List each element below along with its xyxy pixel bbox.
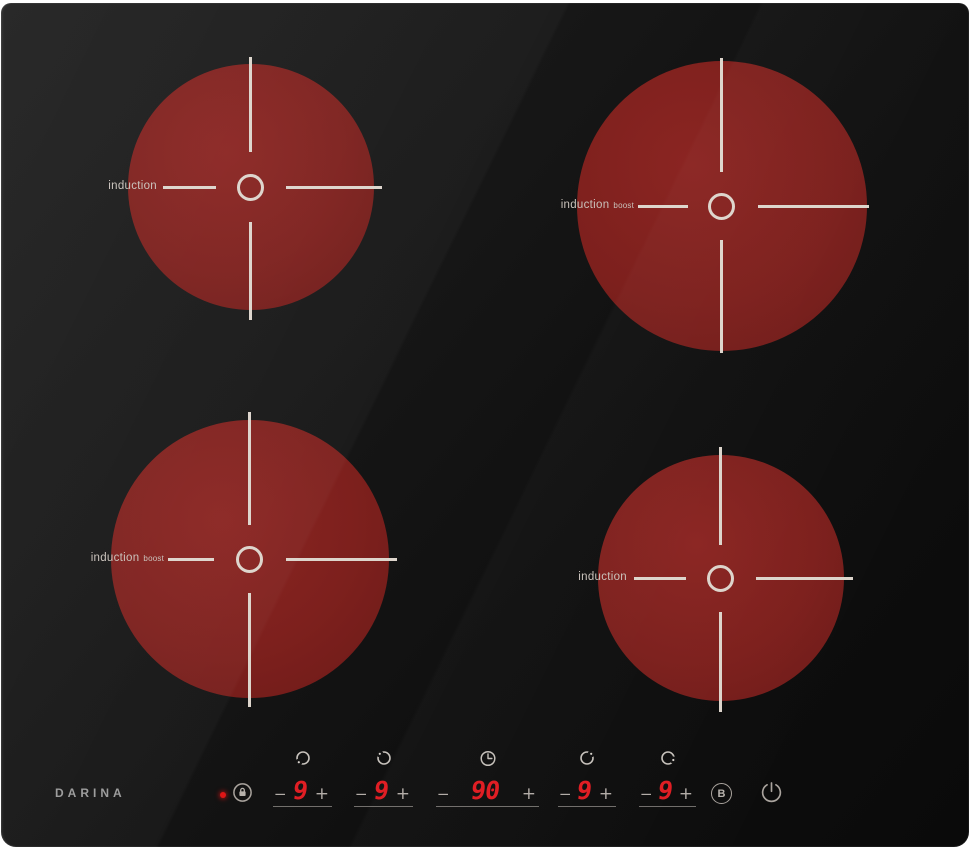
crosshair-line [756,577,853,580]
plus-button[interactable]: + [598,783,613,804]
stepper-rear-left: – 9 + [354,749,413,807]
minus-button[interactable]: – [437,783,450,804]
power-level-display: 9 [371,776,390,805]
stepper-front-right: – 9 + [639,749,696,807]
zone-sublabel-text: boost [143,554,164,563]
crosshair-line [758,205,869,208]
stepper-timer: – 90 + [436,749,539,807]
burner-rear-left-label: induction [21,180,161,192]
zone-rear-left-icon [375,749,393,767]
zone-rear-right-icon [578,749,596,767]
zone-label-text: induction [90,552,140,564]
minus-button[interactable]: – [355,783,368,804]
minus-button[interactable]: – [559,783,572,804]
burner-rear-right-label: induction boost [494,199,634,211]
power-level-display: 9 [655,776,674,805]
crosshair-line [249,222,252,320]
plus-button[interactable]: + [314,783,329,804]
power-level-display: 9 [290,776,309,805]
zone-front-left-icon [294,749,312,767]
timer-display: 90 [468,776,501,805]
zone-label-text: induction [560,199,610,211]
brand-logo: DARINA [55,786,126,800]
crosshair-line [286,558,397,561]
crosshair-ring [237,174,264,201]
zone-front-right-icon [659,749,677,767]
crosshair-line [249,57,252,152]
crosshair-line [248,412,251,525]
crosshair-line [720,240,723,353]
stepper-rear-right: – 9 + [558,749,616,807]
crosshair-line [286,186,382,189]
crosshair-line [163,186,216,189]
minus-button[interactable]: – [274,783,287,804]
crosshair-ring [708,193,735,220]
timer-clock-icon [478,749,497,768]
burner-front-right-label: induction [491,571,631,583]
crosshair-line [168,558,214,561]
burner-front-left-label: induction boost [24,552,164,564]
lock-icon [233,783,252,802]
crosshair-line [634,577,686,580]
zone-sublabel-text: boost [613,201,634,210]
plus-button[interactable]: + [521,783,536,804]
boost-key-label: B [717,787,726,800]
power-level-display: 9 [575,776,594,805]
crosshair-line [248,593,251,707]
power-key[interactable] [759,780,784,805]
power-indicator-light [220,792,226,798]
cooktop-glass-panel: induction induction boost induction boost … [1,3,969,847]
stepper-front-left: – 9 + [273,749,332,807]
zone-label-text: induction [108,180,157,192]
crosshair-line [719,447,722,545]
zone-label-text: induction [578,571,627,583]
power-icon [761,782,782,803]
plus-button[interactable]: + [678,783,693,804]
crosshair-line [720,58,723,172]
crosshair-line [638,205,688,208]
minus-button[interactable]: – [640,783,653,804]
crosshair-ring [707,565,734,592]
boost-key[interactable]: B [711,783,732,804]
plus-button[interactable]: + [395,783,410,804]
crosshair-line [719,612,722,712]
lock-key[interactable] [232,782,253,803]
crosshair-ring [236,546,263,573]
